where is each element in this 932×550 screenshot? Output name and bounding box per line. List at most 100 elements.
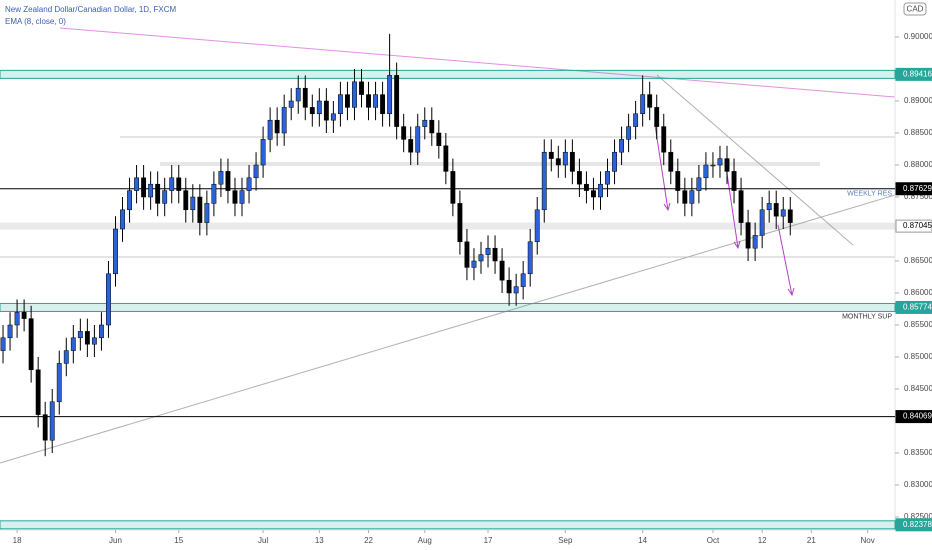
candle-body bbox=[443, 145, 449, 172]
price-tag-label: 0.85774 bbox=[903, 303, 932, 312]
candle-body bbox=[77, 331, 83, 339]
candle-body bbox=[366, 94, 371, 108]
x-tick-label: Nov bbox=[860, 536, 874, 545]
candle-body bbox=[309, 107, 315, 115]
y-tick-label: 0.87500 bbox=[904, 192, 932, 201]
candle-body bbox=[422, 119, 428, 127]
candle-body bbox=[576, 171, 582, 185]
candle-body bbox=[134, 177, 140, 191]
price-tag bbox=[895, 182, 932, 196]
candle-body bbox=[113, 228, 118, 275]
candle-body bbox=[0, 337, 6, 351]
y-tick-label: 0.82500 bbox=[904, 512, 932, 521]
candle-body bbox=[738, 190, 744, 223]
y-tick-label: 0.84500 bbox=[904, 384, 932, 393]
candle-body bbox=[541, 151, 547, 211]
candle-body bbox=[387, 75, 393, 115]
candle-body bbox=[471, 260, 477, 268]
candle-body bbox=[682, 190, 688, 204]
candle-body bbox=[190, 196, 196, 211]
x-tick-label: 18 bbox=[13, 536, 22, 545]
candle-body bbox=[534, 209, 540, 243]
price-tag bbox=[895, 518, 932, 532]
candle-body bbox=[520, 273, 526, 287]
arrow-head bbox=[787, 287, 795, 297]
candle-body bbox=[555, 158, 561, 166]
y-tick-label: 0.83000 bbox=[904, 480, 932, 489]
candle-body bbox=[337, 94, 343, 115]
currency-box[interactable] bbox=[903, 2, 927, 16]
x-tick-label: Oct bbox=[707, 536, 720, 545]
price-tag bbox=[895, 67, 932, 81]
candle-body bbox=[654, 107, 660, 127]
candle-body bbox=[766, 203, 772, 211]
x-tick-label: 12 bbox=[758, 536, 767, 545]
candle-body bbox=[352, 81, 357, 108]
candle-body bbox=[583, 183, 589, 191]
candle-body bbox=[773, 203, 779, 217]
candle-body bbox=[162, 190, 168, 204]
candle-body bbox=[527, 241, 533, 275]
candle-body bbox=[281, 107, 287, 134]
candle-body bbox=[429, 119, 435, 134]
candle-body bbox=[373, 94, 378, 108]
candle-body bbox=[359, 81, 364, 95]
candle-body bbox=[225, 171, 231, 191]
level-note: MONTHLY SUP bbox=[842, 313, 892, 320]
candle-body bbox=[640, 94, 646, 115]
y-tick-label: 0.85000 bbox=[904, 352, 932, 361]
candle-body bbox=[717, 158, 723, 166]
y-tick-label: 0.83500 bbox=[904, 448, 932, 457]
x-tick-label: 21 bbox=[807, 536, 816, 545]
candle-body bbox=[98, 324, 104, 339]
candle-body bbox=[633, 113, 639, 127]
candle-body bbox=[478, 254, 484, 262]
y-tick-label: 0.89000 bbox=[904, 96, 932, 105]
arrow bbox=[777, 224, 793, 296]
chart-title: New Zealand Dollar/Canadian Dollar, 1D, … bbox=[5, 5, 177, 14]
candle-body bbox=[260, 139, 266, 166]
candle-body bbox=[288, 100, 294, 108]
y-tick-label: 0.90000 bbox=[904, 32, 932, 41]
candle-body bbox=[450, 171, 456, 204]
candle-body bbox=[598, 183, 603, 198]
y-tick-label: 0.88500 bbox=[904, 128, 932, 137]
candle-body bbox=[457, 203, 463, 243]
candle-body bbox=[253, 164, 259, 179]
candle-body bbox=[84, 331, 90, 345]
candle-body bbox=[56, 363, 62, 403]
x-tick-label: Sep bbox=[558, 536, 573, 545]
x-tick-label: Aug bbox=[418, 536, 432, 545]
candle-body bbox=[591, 190, 596, 198]
candle-body bbox=[436, 132, 442, 147]
price-tag bbox=[895, 300, 932, 314]
candle-body bbox=[745, 222, 751, 249]
candle-body bbox=[513, 286, 519, 294]
candle-body bbox=[106, 273, 111, 326]
currency[interactable]: CAD bbox=[907, 5, 924, 14]
y-tick-label: 0.85500 bbox=[904, 320, 932, 329]
candle-body bbox=[675, 171, 681, 191]
candle-body bbox=[668, 151, 674, 172]
x-tick-label: 17 bbox=[484, 536, 493, 545]
candle-body bbox=[759, 209, 765, 236]
candle-body bbox=[689, 190, 695, 204]
candle-body bbox=[710, 164, 716, 167]
candle-body bbox=[506, 279, 512, 294]
candles bbox=[0, 33, 793, 457]
y-tick-label: 0.86000 bbox=[904, 288, 932, 297]
candle-body bbox=[239, 190, 245, 204]
candle-body bbox=[148, 183, 154, 198]
price-tag-label: 0.84069 bbox=[903, 412, 932, 421]
candle-body bbox=[295, 87, 301, 102]
price-tag-label: 0.87045 bbox=[903, 221, 932, 230]
y-tick-label: 0.86500 bbox=[904, 256, 932, 265]
x-tick-label: 13 bbox=[315, 536, 324, 545]
candle-body bbox=[647, 94, 653, 108]
candle-body bbox=[696, 177, 702, 191]
candle-body bbox=[267, 119, 273, 140]
candle-body bbox=[408, 139, 414, 153]
candle-body bbox=[246, 177, 252, 191]
